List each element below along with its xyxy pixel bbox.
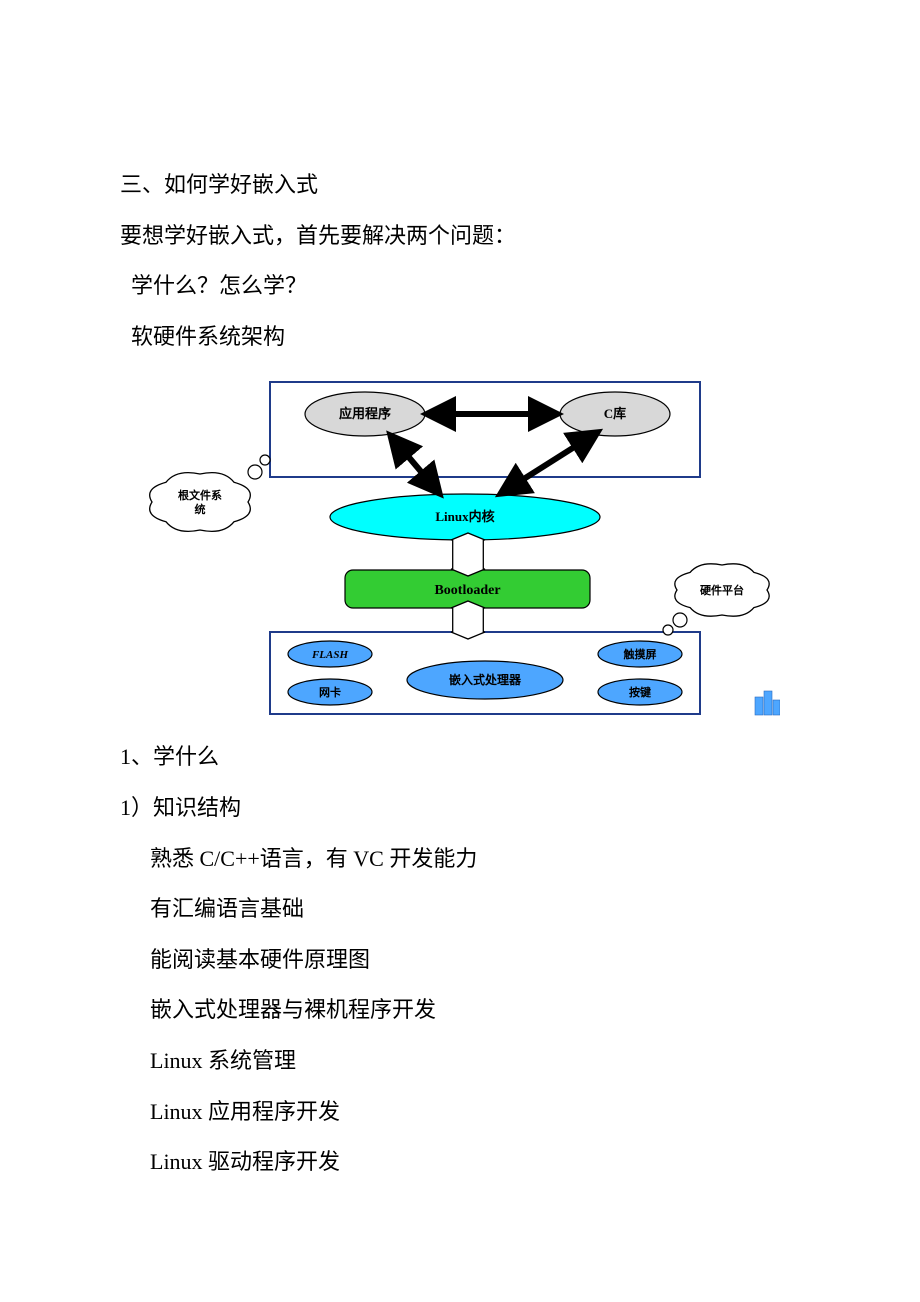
bullet-baremetal: 嵌入式处理器与裸机程序开发 [120, 985, 800, 1036]
svg-text:按键: 按键 [629, 685, 652, 699]
bullet-linux-admin: Linux 系统管理 [120, 1036, 800, 1087]
svg-text:嵌入式处理器: 嵌入式处理器 [449, 672, 522, 687]
paragraph-arch: 软硬件系统架构 [120, 312, 800, 363]
bullet-asm: 有汇编语言基础 [120, 884, 800, 935]
svg-text:网卡: 网卡 [319, 685, 341, 699]
bullet-linux-app: Linux 应用程序开发 [120, 1087, 800, 1138]
svg-text:触摸屏: 触摸屏 [623, 647, 657, 661]
architecture-diagram-svg: 应用程序 C库 Linux内核 Bootloader FLASH 网卡 嵌入式处理器 触摸屏按… [140, 372, 780, 722]
paragraph-intro: 要想学好嵌入式，首先要解决两个问题： [120, 211, 800, 262]
svg-text:FLASH: FLASH [311, 649, 349, 661]
svg-text:C库: C库 [604, 406, 626, 421]
heading-section-3: 三、如何学好嵌入式 [120, 160, 800, 211]
heading-knowledge: 1）知识结构 [120, 783, 800, 834]
svg-text:应用程序: 应用程序 [339, 406, 391, 421]
architecture-diagram: 应用程序 C库 Linux内核 Bootloader FLASH 网卡 嵌入式处理器 触摸屏按… [120, 372, 800, 722]
bullet-schematic: 能阅读基本硬件原理图 [120, 935, 800, 986]
bullet-linux-driver: Linux 驱动程序开发 [120, 1137, 800, 1188]
document-page: 三、如何学好嵌入式 要想学好嵌入式，首先要解决两个问题： 学什么？怎么学？ 软硬… [0, 0, 920, 1248]
heading-what: 1、学什么 [120, 732, 800, 783]
svg-text:Linux内核: Linux内核 [435, 509, 494, 524]
svg-text:Bootloader: Bootloader [434, 583, 500, 598]
paragraph-questions: 学什么？怎么学？ [120, 261, 800, 312]
svg-text:硬件平台: 硬件平台 [700, 583, 744, 597]
svg-text:统: 统 [195, 502, 206, 516]
svg-text:根文件系: 根文件系 [178, 488, 222, 502]
bullet-ccpp: 熟悉 C/C++语言，有 VC 开发能力 [120, 834, 800, 885]
